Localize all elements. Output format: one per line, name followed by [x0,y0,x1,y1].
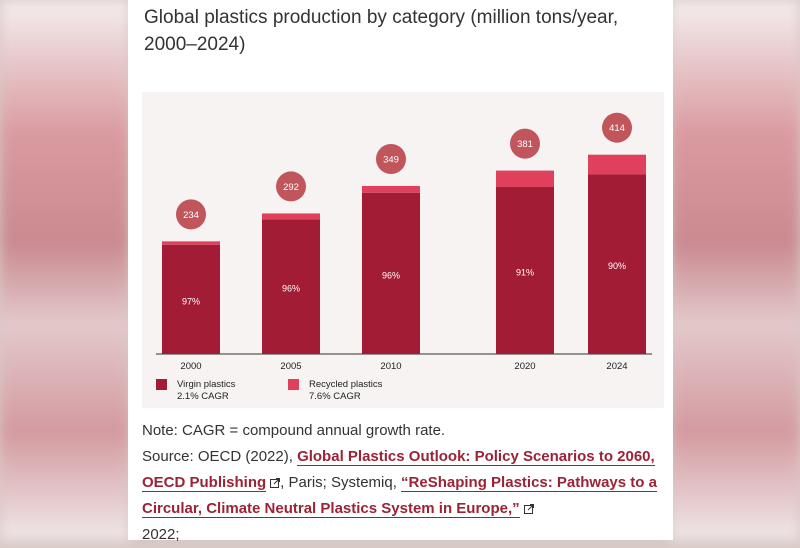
virgin-share-label: 96% [282,284,300,294]
legend-swatch [156,379,167,390]
virgin-share-label: 96% [382,270,400,280]
total-bubble [276,171,306,202]
bar-virgin-2005 [262,219,320,354]
external-link-icon[interactable] [523,504,534,514]
bar-chart: 97% 234 2000 96% 292 2005 96% 349 2010 91% 381 2020… [156,112,652,402]
virgin-share-label: 91% [516,267,534,277]
bar-recycled-2020 [496,170,554,187]
total-label: 292 [283,182,299,193]
chart-area: 97% 234 2000 96% 292 2005 96% 349 2010 91% 381 2020… [142,92,664,408]
source-text: Source: OECD (2022), Global Plastics Out… [142,444,667,548]
virgin-share-label: 97% [182,296,200,306]
x-tick-label: 2020 [514,361,535,372]
note-text: Note: CAGR = compound annual growth rate… [142,422,446,439]
total-label: 234 [183,210,199,221]
background-right-panel [670,0,800,540]
total-bubble [176,199,206,230]
chart-notes: Note: CAGR = compound annual growth rate… [142,418,667,548]
source-prefix: Source: OECD (2022), [142,448,298,465]
x-tick-label: 2024 [606,361,627,372]
background-left-panel [0,0,130,540]
legend-swatch [288,379,299,390]
total-label: 414 [609,123,625,134]
bar-virgin-2020 [496,186,554,354]
legend-sublabel: 7.6% CAGR [309,391,361,402]
bar-virgin-2000 [162,244,220,354]
bar-recycled-2000 [162,241,220,245]
legend-label: Virgin plastics [177,379,236,390]
total-label: 381 [517,139,533,150]
x-tick-label: 2010 [380,361,401,372]
x-tick-label: 2000 [180,361,201,372]
bar-virgin-2010 [362,192,420,354]
total-bubble [510,128,540,159]
oecd-outlook-link[interactable]: Global Plastics Outlook: Policy Scenario… [142,448,655,492]
reshaping-plastics-link[interactable]: “ReShaping Plastics: Pathways to a Circu… [142,474,657,518]
bar-recycled-2024 [588,154,646,175]
bar-virgin-2024 [588,174,646,354]
total-bubble [602,112,632,143]
legend-label: Recycled plastics [309,379,383,390]
source-middle: , Paris; Systemiq, [280,474,402,491]
chart-title: Global plastics production by category (… [144,7,619,55]
total-label: 349 [383,154,399,165]
virgin-share-label: 90% [608,261,626,271]
bar-recycled-2005 [262,213,320,220]
legend-sublabel: 2.1% CAGR [177,391,229,402]
source-suffix: 2022; [142,526,180,543]
total-bubble [376,143,406,174]
external-link-icon[interactable] [270,478,281,488]
bar-recycled-2010 [362,185,420,193]
article-card: Global plastics production by category (… [128,0,673,543]
x-tick-label: 2005 [280,361,301,372]
